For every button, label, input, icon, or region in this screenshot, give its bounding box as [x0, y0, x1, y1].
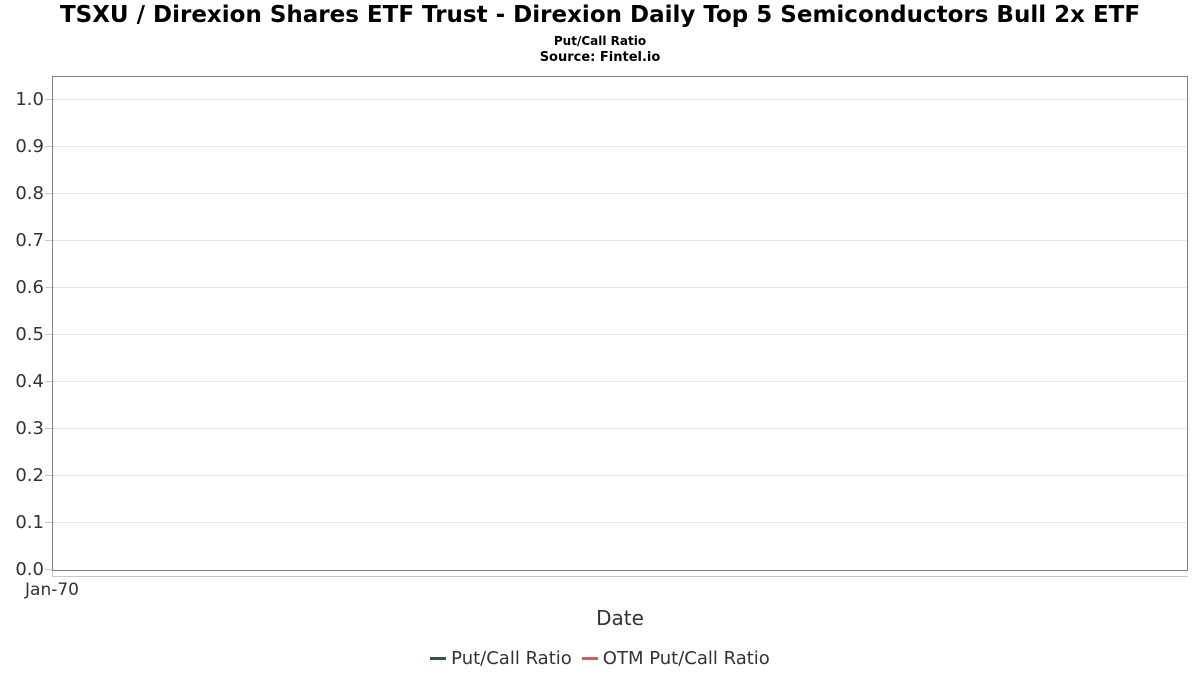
- y-tick-label: 0.8: [15, 182, 44, 204]
- y-gridline: [53, 193, 1187, 194]
- y-tick-mark: [45, 522, 52, 523]
- legend-item-otm-put-call-ratio[interactable]: OTM Put/Call Ratio: [581, 647, 770, 669]
- y-tick-mark: [45, 99, 52, 100]
- y-tick-label: 0.7: [15, 229, 44, 251]
- y-tick-label: 0.2: [15, 464, 44, 486]
- y-tick-mark: [45, 193, 52, 194]
- y-tick-mark: [45, 240, 52, 241]
- y-tick-mark: [45, 287, 52, 288]
- y-gridline: [53, 475, 1187, 476]
- legend-item-label: Put/Call Ratio: [451, 647, 572, 669]
- y-tick-label: 1.0: [15, 88, 44, 110]
- y-gridline: [53, 287, 1187, 288]
- y-tick-mark: [45, 428, 52, 429]
- legend-item-label: OTM Put/Call Ratio: [602, 647, 770, 669]
- x-tick-label: Jan-70: [25, 580, 79, 600]
- legend: Put/Call Ratio OTM Put/Call Ratio: [0, 645, 1200, 671]
- y-gridline: [53, 381, 1187, 382]
- y-tick-label: 0.3: [15, 417, 44, 439]
- y-gridline: [53, 146, 1187, 147]
- y-gridline: [53, 99, 1187, 100]
- y-tick-label: 0.4: [15, 370, 44, 392]
- y-gridline: [53, 522, 1187, 523]
- y-tick-label: 0.1: [15, 511, 44, 533]
- legend-item-put-call-ratio[interactable]: Put/Call Ratio: [430, 648, 572, 669]
- y-gridline: [53, 240, 1187, 241]
- x-axis-title: Date: [596, 606, 644, 630]
- y-tick-mark: [45, 569, 52, 570]
- y-tick-mark: [45, 381, 52, 382]
- y-tick-mark: [45, 146, 52, 147]
- y-tick-label: 0.0: [15, 558, 44, 580]
- y-tick-mark: [45, 475, 52, 476]
- y-tick-label: 0.9: [15, 135, 44, 157]
- plot-area: [52, 76, 1188, 571]
- chart-subtitle: Put/Call Ratio: [553, 34, 647, 48]
- y-gridline: [53, 334, 1187, 335]
- y-tick-label: 0.6: [15, 276, 44, 298]
- y-gridline: [53, 428, 1187, 429]
- legend-line-icon: [430, 656, 447, 660]
- y-tick-mark: [45, 334, 52, 335]
- x-axis-line: [52, 576, 1188, 577]
- chart-source-label: Source: Fintel.io: [539, 50, 661, 65]
- y-tick-label: 0.5: [15, 323, 44, 345]
- chart-title: TSXU / Direxion Shares ETF Trust - Direx…: [59, 2, 1141, 28]
- legend-line-icon: [581, 656, 598, 660]
- x-tick-mark: [52, 571, 53, 577]
